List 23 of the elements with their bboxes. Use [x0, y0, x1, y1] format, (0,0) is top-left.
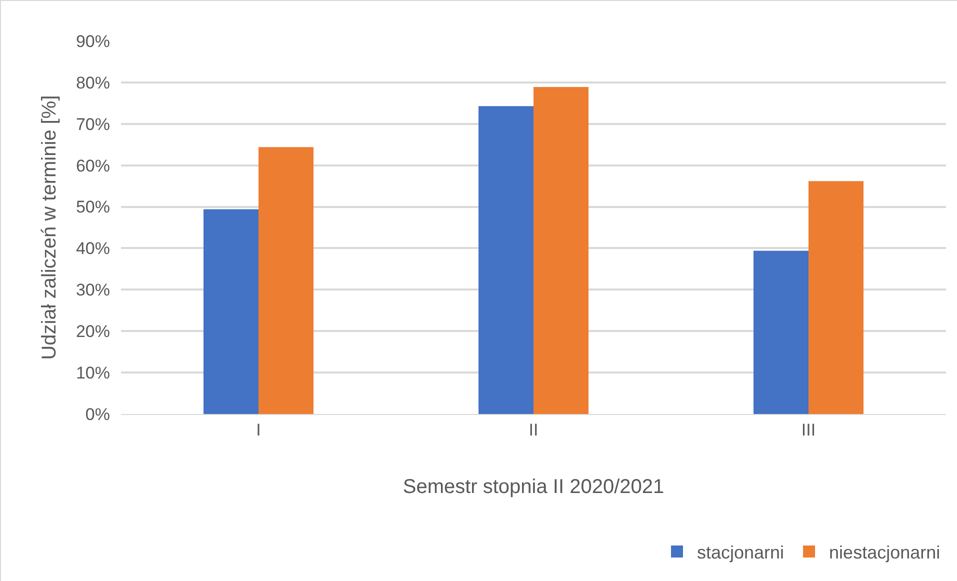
legend-label: niestacjonarni	[829, 542, 940, 563]
bar	[204, 209, 258, 414]
x-axis-title: Semestr stopnia II 2020/2021	[402, 476, 664, 498]
bar	[258, 147, 314, 414]
bar	[478, 106, 534, 414]
y-tick-label: 40%	[76, 239, 110, 258]
y-tick-label: 30%	[76, 280, 110, 300]
x-tick-label: III	[801, 420, 816, 440]
x-tick-label: I	[256, 420, 261, 440]
legend-label: stacjonarni	[697, 542, 784, 563]
bar	[754, 250, 808, 414]
bar	[534, 87, 588, 414]
y-tick-label: 60%	[76, 156, 110, 176]
y-tick-label: 10%	[76, 364, 110, 383]
x-tick-label: II	[528, 420, 538, 440]
y-tick-label: 20%	[76, 322, 110, 342]
y-tick-label: 50%	[76, 198, 110, 217]
y-tick-label: 80%	[76, 73, 110, 92]
y-axis-title: Udział zaliczeń w terminie [%]	[38, 95, 60, 360]
y-tick-label: 90%	[76, 32, 110, 51]
y-tick-label: 70%	[76, 114, 110, 134]
y-tick-label: 0%	[85, 404, 110, 424]
bar	[808, 181, 864, 414]
